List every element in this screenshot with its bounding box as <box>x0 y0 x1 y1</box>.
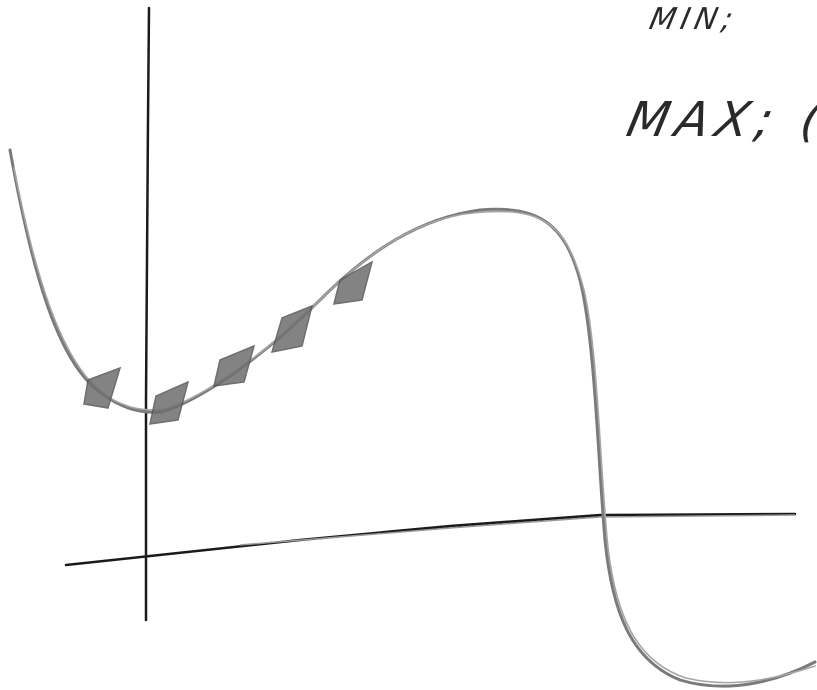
x-axis <box>64 512 797 567</box>
min-label: MIN; <box>646 2 742 37</box>
marker-1 <box>83 366 122 409</box>
x-axis-shade <box>239 514 796 546</box>
marker-2 <box>149 380 190 425</box>
function-curve-retrace <box>13 167 816 684</box>
marker-5 <box>333 260 374 305</box>
increasing-markers <box>83 260 374 425</box>
marker-4 <box>270 304 314 353</box>
max-label: MAX; ( <box>622 92 817 148</box>
y-axis <box>144 6 151 622</box>
marker-3 <box>213 344 256 387</box>
